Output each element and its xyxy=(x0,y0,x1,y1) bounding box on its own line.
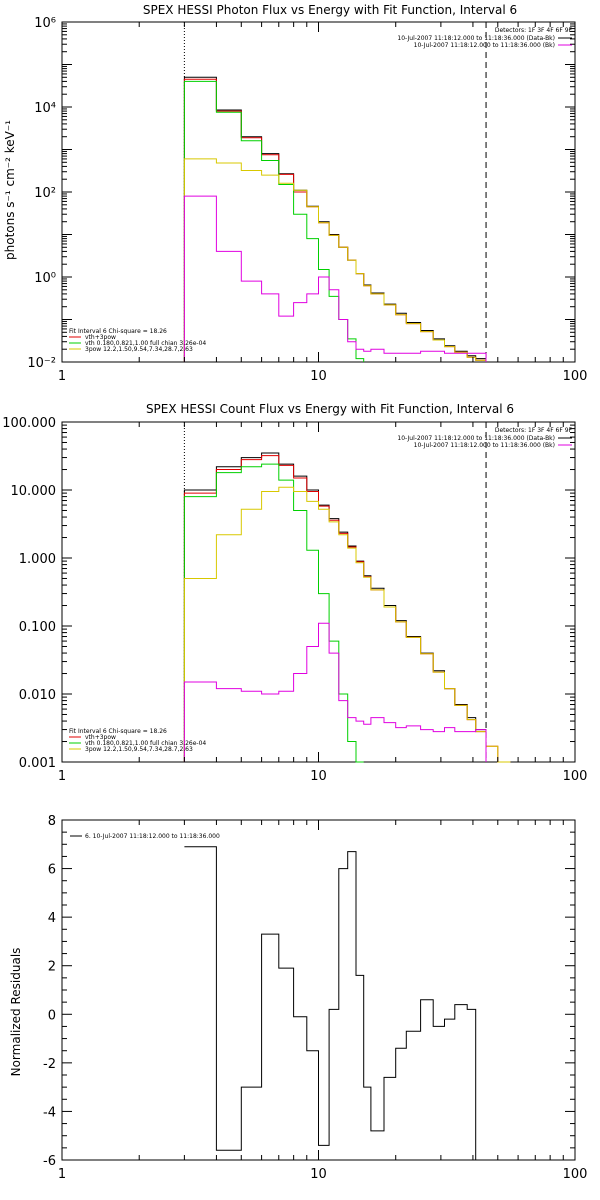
fit-legend-entry: vth 0.180,0.821,1.00 full chian 3.26e-04 xyxy=(85,340,206,347)
fit-legend-entry: 3pow 12.2,1.50,9.54,7.34,28.7,2.63 xyxy=(85,346,193,353)
y-tick-label: 10.000 xyxy=(11,484,57,499)
x-tick-label: 10 xyxy=(310,769,327,784)
y-tick-label: 100.000 xyxy=(2,416,56,431)
y-tick-label: 10² xyxy=(34,186,56,201)
residuals-series-line xyxy=(184,846,477,1160)
y-tick-label: 0.100 xyxy=(19,620,56,635)
x-tick-label: 100 xyxy=(563,1167,588,1182)
data-series-line xyxy=(183,76,487,362)
vth-3pow-series-line xyxy=(183,78,487,362)
3pow-series-line xyxy=(183,158,487,362)
legend-entry: 10-Jul-2007 11:18:12.000 to 11:18:36.000… xyxy=(397,435,555,442)
x-tick-label: 1 xyxy=(58,769,66,784)
y-tick-label: 8 xyxy=(48,814,56,829)
y-tick-label: 10⁻² xyxy=(27,356,56,371)
plot-frame xyxy=(61,21,576,363)
vth-series-line xyxy=(183,80,365,362)
legend-entry: 10-Jul-2007 11:18:12.000 to 11:18:36.000… xyxy=(397,35,555,42)
x-tick-label: 1 xyxy=(58,1167,66,1182)
x-tick-label: 1 xyxy=(58,369,66,384)
data-series-line xyxy=(183,452,487,762)
x-tick-label: 10 xyxy=(310,369,327,384)
y-tick-label: 10⁴ xyxy=(34,101,56,116)
y-tick-label: 0 xyxy=(48,1008,56,1023)
legend-entry: 10-Jul-2007 11:18:12.000 to 11:18:36.000… xyxy=(414,42,555,49)
y-tick-label: 4 xyxy=(48,911,56,926)
vth-series-line xyxy=(183,463,364,763)
y-axis-label: photons s⁻¹ cm⁻² keV⁻¹ xyxy=(3,120,17,260)
y-tick-label: 0.001 xyxy=(19,756,56,771)
fit-legend-entry: vth 0.180,0.821,1.00 full chian 3.26e-04 xyxy=(85,740,206,747)
photon-flux-panel: SPEX HESSI Photon Flux vs Energy with Fi… xyxy=(3,3,587,384)
x-tick-label: 100 xyxy=(563,769,588,784)
y-tick-label: -6 xyxy=(43,1154,56,1169)
fit-legend-entry: vth+3pow xyxy=(85,734,116,741)
y-tick-label: 0.010 xyxy=(19,688,56,703)
count-flux-panel: SPEX HESSI Count Flux vs Energy with Fit… xyxy=(2,402,587,784)
legend-header: Detectors: 1F 3F 4F 6F 9F xyxy=(495,27,573,34)
y-tick-label: -4 xyxy=(43,1105,56,1120)
residuals-panel: Normalized Residuals 1 10 100 -6 -4 -2 0 2 4 6 8 6… xyxy=(9,814,587,1182)
fit-legend-header: Fit Interval 6 Chi-square = 18.26 xyxy=(69,328,167,335)
y-tick-label: 10⁰ xyxy=(34,271,56,286)
chart-title: SPEX HESSI Count Flux vs Energy with Fit… xyxy=(146,402,514,416)
fit-legend-header: Fit Interval 6 Chi-square = 18.26 xyxy=(69,728,167,735)
y-tick-label: 6 xyxy=(48,863,56,878)
y-tick-label: 10⁶ xyxy=(34,16,56,31)
y-tick-label: 1.000 xyxy=(19,552,56,567)
bk-series-line xyxy=(183,622,487,762)
x-tick-label: 100 xyxy=(563,369,588,384)
3pow-series-line xyxy=(183,486,511,763)
legend-header: Detectors: 1F 3F 4F 6F 9F xyxy=(495,427,573,434)
legend-entry: 6. 10-Jul-2007 11:18:12.000 to 11:18:36.… xyxy=(85,833,220,840)
chart-title: SPEX HESSI Photon Flux vs Energy with Fi… xyxy=(143,3,517,17)
bk-series-line xyxy=(183,195,487,362)
y-tick-label: 2 xyxy=(48,960,56,975)
fit-legend-entry: vth+3pow xyxy=(85,334,116,341)
fit-legend-entry: 3pow 12.2,1.50,9.54,7.34,28.7,2.63 xyxy=(85,746,193,753)
legend-entry: 10-Jul-2007 11:18:12.000 to 11:18:36.000… xyxy=(414,442,555,449)
y-axis-label: Normalized Residuals xyxy=(9,948,23,1077)
y-tick-label: -2 xyxy=(43,1057,56,1072)
x-tick-label: 10 xyxy=(310,1167,327,1182)
